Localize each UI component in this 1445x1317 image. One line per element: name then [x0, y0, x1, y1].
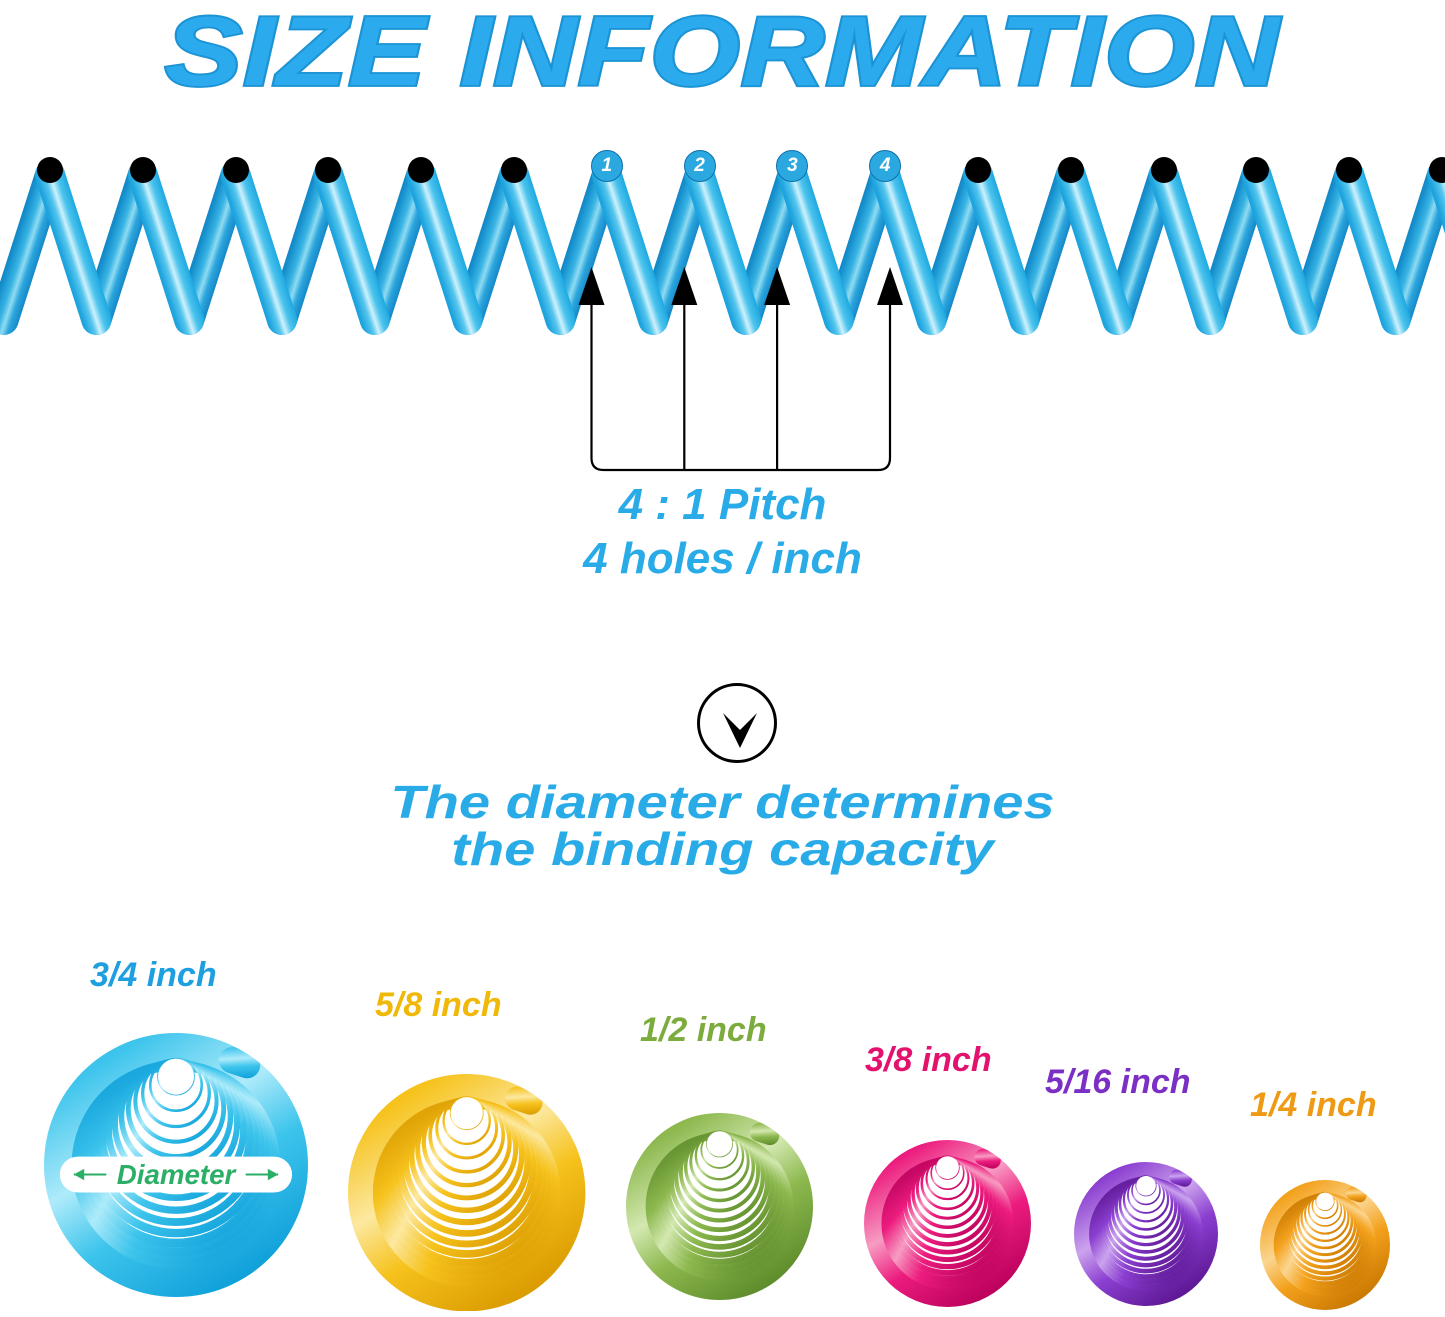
svg-text:Diameter: Diameter [117, 1158, 238, 1189]
